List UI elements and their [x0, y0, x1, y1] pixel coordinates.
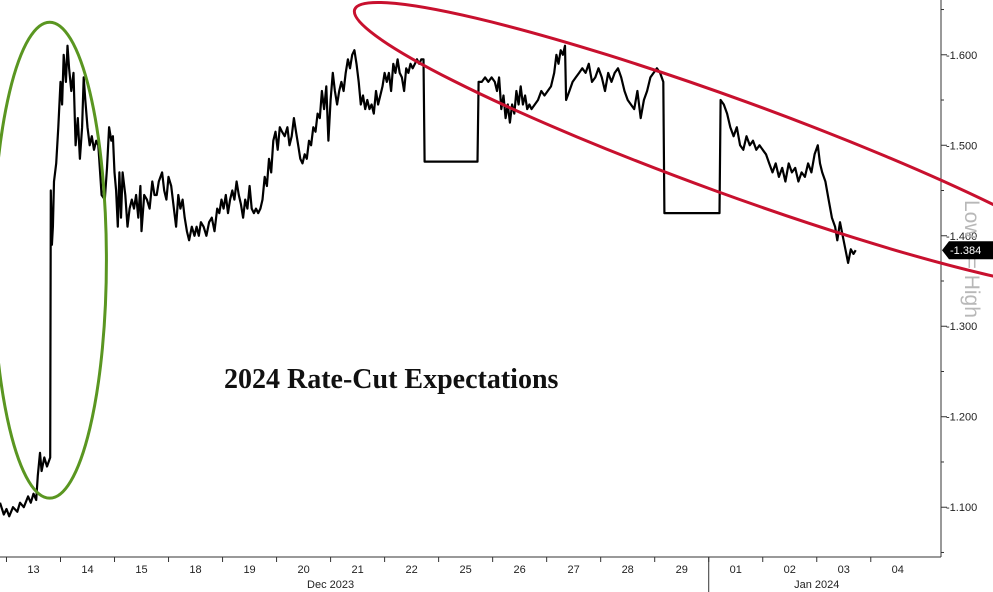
chart-title: 2024 Rate-Cut Expectations — [224, 364, 559, 395]
x-tick-label: 20 — [297, 564, 309, 576]
x-tick-label: 02 — [784, 564, 796, 576]
period-label: Jan 2024 — [794, 579, 839, 591]
x-tick-label: 01 — [730, 564, 742, 576]
x-tick-label: 29 — [676, 564, 688, 576]
x-tick-label: 27 — [568, 564, 580, 576]
y-tick-label: -1.600 — [946, 50, 977, 62]
x-tick-label: 15 — [135, 564, 147, 576]
x-tick-label: 19 — [243, 564, 255, 576]
x-tick-label: 26 — [514, 564, 526, 576]
y-tick-label: -1.300 — [946, 321, 977, 333]
last-value-label: -1.384 — [950, 245, 981, 257]
series-line — [0, 44, 857, 518]
green-highlight-ellipse — [0, 20, 108, 500]
period-label: Dec 2023 — [307, 579, 354, 591]
annotation-layer — [0, 0, 993, 500]
x-tick-label: 13 — [27, 564, 39, 576]
y-tick-label: -1.200 — [946, 412, 977, 424]
last-value-badge — [942, 241, 993, 260]
y-tick-label: -1.500 — [946, 140, 977, 152]
x-tick-label: 18 — [189, 564, 201, 576]
last-value-flag: -1.384 — [942, 241, 993, 260]
y-tick-label: -1.100 — [946, 502, 977, 514]
red-highlight-ellipse — [352, 0, 993, 292]
x-tick-label: 03 — [838, 564, 850, 576]
y-tick-label: -1.400 — [946, 231, 977, 243]
x-tick-label: 25 — [460, 564, 472, 576]
x-tick-label: 14 — [81, 564, 93, 576]
x-tick-label: 28 — [622, 564, 634, 576]
x-tick-label: 22 — [405, 564, 417, 576]
series-layer — [0, 44, 857, 518]
x-tick-label: 04 — [892, 564, 904, 576]
x-tick-label: 21 — [351, 564, 363, 576]
